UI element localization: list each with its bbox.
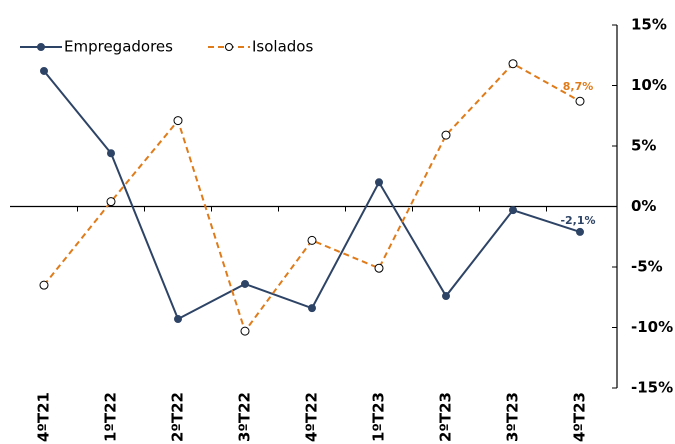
x-tick-label: 2ºT23: [437, 392, 455, 442]
point: [39, 280, 49, 290]
y-tick-label: 10%: [631, 76, 667, 94]
value-label: 8,7%: [563, 80, 594, 93]
y-tick-label: 15%: [631, 16, 667, 34]
y-tick-label: -10%: [631, 318, 673, 336]
y-tick-label: 0%: [631, 197, 656, 215]
point: [241, 279, 249, 288]
point: [107, 149, 115, 158]
x-tick-label: 1ºT23: [370, 392, 388, 442]
x-tick-label: 4ºT21: [35, 392, 53, 442]
point: [240, 326, 250, 336]
x-tick-label: 4ºT22: [303, 392, 321, 442]
x-tick-label: 2ºT22: [169, 392, 187, 442]
point: [508, 59, 518, 69]
x-tick-label: 4ºT23: [571, 392, 589, 442]
y-tick-label: -5%: [631, 258, 663, 276]
point: [40, 66, 48, 75]
legend-marker: [225, 43, 233, 51]
point: [442, 292, 450, 301]
legend-label: Empregadores: [64, 38, 173, 56]
point: [106, 197, 116, 207]
point: [308, 304, 316, 313]
y-tick-label: 5%: [631, 137, 656, 155]
x-tick-label: 3ºT23: [504, 392, 522, 442]
x-tick-label: 3ºT22: [236, 392, 254, 442]
series-line: [43, 70, 581, 321]
legend-label: Isolados: [252, 38, 313, 56]
point: [374, 263, 384, 273]
x-tick-label: 1ºT22: [102, 392, 120, 442]
value-label: -2,1%: [560, 214, 595, 227]
point: [575, 96, 585, 106]
point: [375, 178, 383, 187]
point: [174, 315, 182, 324]
series-line: [43, 62, 581, 334]
point: [576, 227, 584, 236]
point: [441, 130, 451, 140]
legend-marker: [37, 43, 45, 51]
point: [173, 116, 183, 126]
y-tick-label: -15%: [631, 379, 673, 397]
point: [509, 206, 517, 215]
point: [307, 235, 317, 245]
